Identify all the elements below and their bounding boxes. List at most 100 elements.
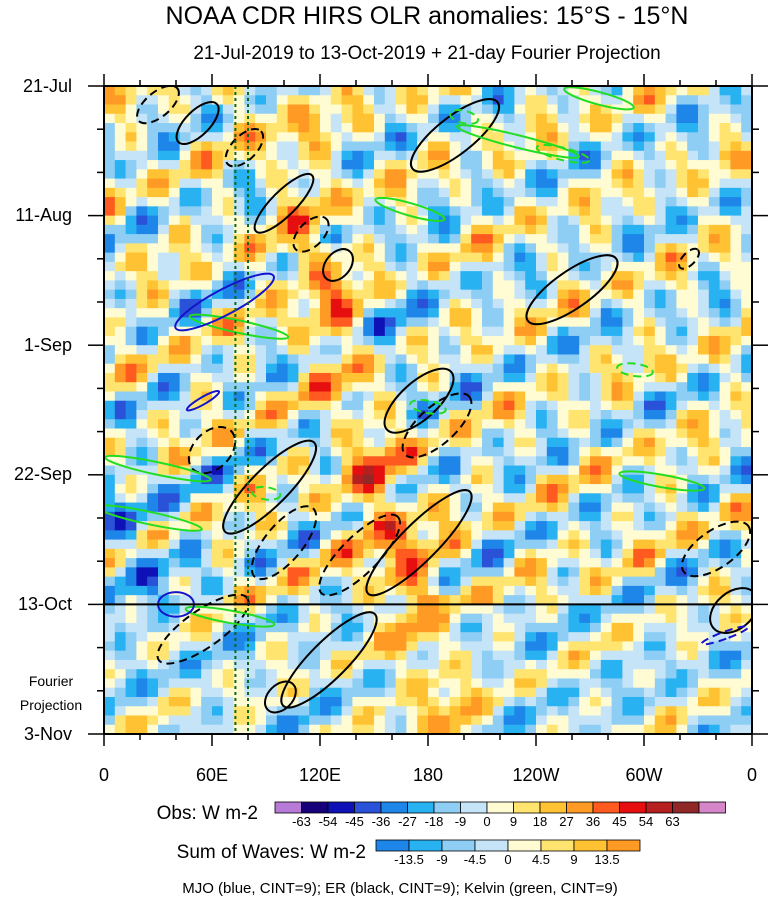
obs-cell	[212, 317, 224, 328]
obs-cell	[471, 160, 483, 170]
proj-cell	[449, 687, 461, 698]
obs-cell	[633, 252, 645, 263]
proj-cell	[168, 632, 181, 643]
proj-cell	[201, 632, 213, 643]
obs-cell	[654, 530, 667, 541]
obs-cell	[125, 474, 137, 485]
obs-cell	[395, 391, 407, 402]
obs-cell	[492, 169, 505, 180]
proj-cell	[449, 622, 461, 633]
proj-cell	[125, 613, 137, 624]
obs-cell	[719, 576, 731, 587]
proj-cell	[374, 622, 386, 633]
colorbar-swatch	[441, 839, 476, 852]
obs-cell	[471, 317, 483, 328]
obs-cell	[406, 511, 418, 522]
obs-cell	[179, 178, 191, 189]
obs-cell	[492, 298, 505, 309]
obs-cell	[708, 419, 721, 430]
obs-cell	[482, 576, 494, 587]
obs-cell	[482, 95, 494, 106]
obs-cell	[309, 363, 321, 374]
obs-cell	[687, 86, 699, 96]
obs-cell	[590, 261, 602, 272]
obs-cell	[536, 169, 548, 180]
obs-cell	[341, 95, 353, 106]
proj-cell	[676, 659, 688, 670]
proj-cell	[557, 678, 569, 689]
obs-cell	[471, 447, 483, 457]
obs-cell	[168, 585, 181, 596]
obs-cell	[104, 160, 116, 170]
obs-cell	[406, 280, 418, 291]
proj-cell	[557, 659, 569, 670]
obs-cell	[222, 261, 235, 272]
proj-cell	[503, 604, 515, 615]
obs-cell	[190, 363, 202, 374]
proj-cell	[514, 669, 526, 680]
proj-cell	[168, 706, 181, 717]
proj-cell	[536, 724, 548, 734]
obs-cell	[104, 493, 116, 504]
obs-cell	[201, 150, 213, 161]
obs-cell	[676, 391, 688, 402]
obs-cell	[233, 215, 245, 226]
proj-cell	[417, 696, 429, 707]
proj-cell	[212, 650, 224, 661]
obs-cell	[190, 474, 202, 485]
obs-cell	[384, 456, 397, 467]
proj-cell	[514, 687, 526, 698]
obs-cell	[352, 558, 364, 568]
obs-cell	[546, 576, 559, 587]
obs-cell	[374, 493, 386, 504]
obs-cell	[201, 363, 213, 374]
obs-cell	[330, 437, 343, 448]
obs-cell	[147, 289, 159, 300]
obs-cell	[287, 252, 299, 263]
obs-cell	[568, 382, 580, 393]
obs-cell	[730, 447, 742, 457]
obs-cell	[309, 150, 321, 161]
obs-cell	[525, 113, 537, 124]
proj-cell	[514, 632, 526, 643]
obs-cell	[190, 567, 202, 578]
obs-cell	[341, 160, 353, 170]
proj-cell	[114, 687, 127, 698]
obs-cell	[428, 95, 440, 106]
obs-cell	[222, 400, 235, 411]
obs-cell	[525, 95, 537, 106]
obs-cell	[579, 539, 591, 550]
proj-cell	[730, 659, 742, 670]
obs-cell	[244, 141, 256, 152]
obs-cell	[665, 234, 677, 244]
obs-cell	[136, 95, 148, 106]
obs-cell	[395, 178, 407, 189]
obs-cell	[557, 400, 569, 411]
obs-cell	[719, 465, 731, 476]
obs-cell	[698, 132, 710, 143]
obs-cell	[384, 178, 397, 189]
obs-cell	[482, 289, 494, 300]
obs-cell	[687, 271, 699, 281]
obs-cell	[136, 484, 148, 494]
proj-cell	[125, 715, 137, 726]
colorbar-tick-label: -13.5	[394, 852, 424, 867]
proj-cell	[168, 678, 181, 689]
proj-cell	[406, 622, 418, 633]
obs-cell	[557, 595, 569, 605]
obs-cell	[233, 224, 245, 235]
obs-cell	[158, 447, 170, 457]
obs-cell	[179, 252, 191, 263]
obs-cell	[363, 271, 375, 281]
proj-cell	[676, 715, 688, 726]
obs-cell	[287, 308, 299, 319]
obs-cell	[730, 289, 742, 300]
proj-cell	[147, 715, 159, 726]
obs-cell	[492, 428, 505, 439]
proj-cell	[395, 613, 407, 624]
obs-cell	[352, 289, 364, 300]
obs-cell	[665, 187, 677, 198]
obs-cell	[644, 150, 656, 161]
obs-cell	[341, 363, 353, 374]
obs-cell	[255, 511, 267, 522]
